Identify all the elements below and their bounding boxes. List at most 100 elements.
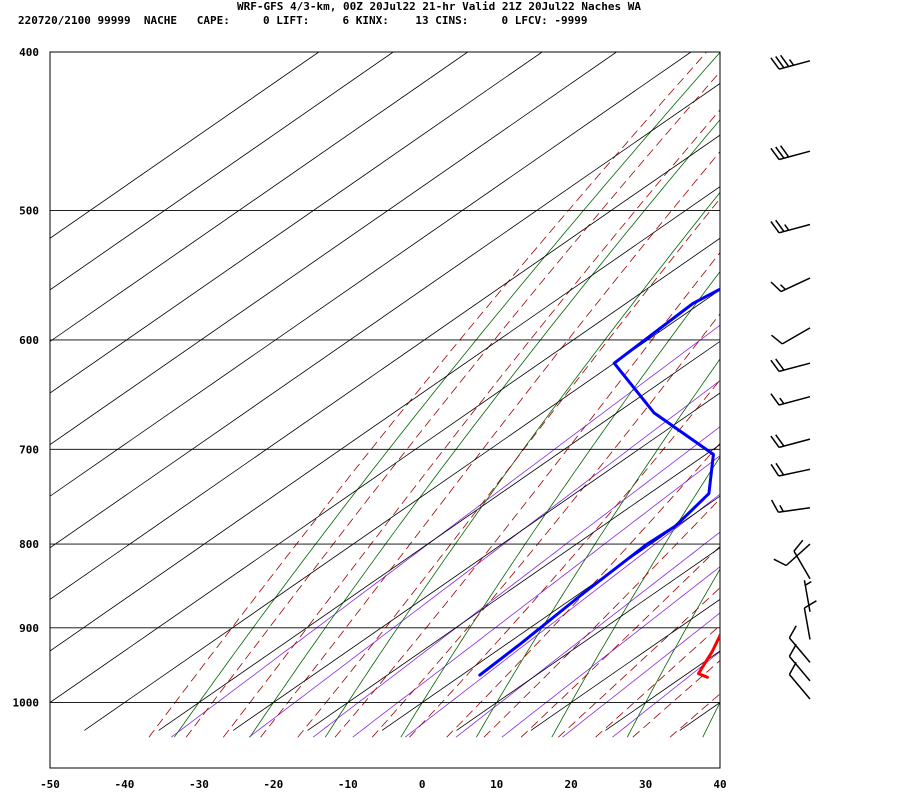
wind-barb (803, 600, 817, 640)
sounding-profile (478, 287, 720, 677)
barb-flag (775, 146, 785, 159)
barb-flag (770, 147, 780, 160)
isotherm (381, 495, 720, 731)
dry-adiabat (626, 568, 720, 738)
x-tick-label: -50 (40, 778, 60, 791)
wind-barb (770, 434, 811, 449)
grid (50, 51, 720, 704)
moist-adiabat (669, 693, 720, 738)
y-tick-label: 500 (19, 204, 39, 217)
x-tick-label: -20 (263, 778, 283, 791)
barb-flag (775, 434, 785, 447)
dry-adiabat (324, 191, 720, 738)
x-tick-label: -40 (114, 778, 134, 791)
x-tick-label: 0 (419, 778, 426, 791)
wind-barb (770, 54, 811, 70)
moist-adiabat (409, 379, 720, 738)
barb-flag (770, 435, 780, 448)
wind-barb (771, 327, 811, 345)
moist-adiabat (483, 498, 720, 738)
barb-shaft (788, 637, 811, 663)
wind-barb (770, 499, 811, 513)
isotherm (50, 52, 617, 446)
dry-adiabat (778, 34, 900, 737)
wind-barb (788, 661, 811, 700)
moist-adiabat (334, 251, 720, 738)
mixing-ratio-line (562, 612, 720, 738)
plot-frame (49, 51, 721, 769)
mixing-ratio-line (455, 531, 720, 738)
mixing-ratio-line (170, 324, 720, 738)
isotherm (50, 237, 720, 704)
wind-barb (770, 462, 811, 477)
wind-barb (773, 543, 811, 567)
dry-adiabat (173, 52, 720, 738)
barb-flag (770, 499, 779, 513)
moist-adiabat (222, 109, 720, 738)
barb-shaft (781, 327, 811, 345)
barb-half-flag (779, 284, 787, 291)
barb-shaft (780, 277, 811, 293)
barb-flag (775, 358, 785, 371)
isotherm (50, 134, 720, 600)
isotherm (50, 52, 543, 394)
x-tick-label: -30 (189, 778, 209, 791)
mixing-ratio-line (248, 380, 720, 738)
barb-shaft (778, 395, 811, 406)
barb-flag (770, 221, 780, 234)
barb-shaft (778, 223, 811, 234)
moist-adiabat (595, 624, 720, 738)
barb-flag (788, 643, 797, 657)
dry-adiabat (854, 34, 900, 737)
isotherm (679, 702, 720, 731)
barb-flag (775, 56, 785, 69)
isotherm (158, 340, 720, 731)
dry-adiabat (249, 119, 720, 738)
barb-flag (770, 281, 782, 293)
sounding-profile (697, 632, 720, 679)
isotherm (50, 186, 720, 652)
barb-shaft (778, 506, 811, 513)
mixing-ratio-line (312, 426, 720, 738)
barb-shaft (788, 674, 811, 700)
wind-barb (793, 539, 811, 580)
wind-barb (788, 643, 811, 682)
moist-adiabat (558, 587, 720, 738)
y-tick-label: 600 (19, 334, 39, 347)
wind-barb (770, 277, 811, 293)
y-tick-label: 400 (19, 46, 39, 59)
y-tick-label: 1000 (13, 697, 40, 710)
x-tick-label: 20 (564, 778, 577, 791)
wind-barbs (770, 54, 817, 700)
barb-flag (804, 600, 817, 609)
isotherm (50, 52, 394, 291)
dry-adiabat (551, 456, 720, 738)
barb-flag (788, 625, 797, 639)
isotherm (530, 598, 720, 731)
barb-shaft (778, 438, 811, 449)
moist-adiabat (520, 545, 720, 738)
barb-half-flag (804, 580, 812, 586)
barb-half-flag (779, 505, 784, 512)
barb-half-flag (784, 224, 790, 231)
barb-flag (779, 145, 790, 158)
isotherm (50, 52, 692, 497)
moist-adiabat (446, 442, 720, 738)
isotherm (456, 547, 720, 731)
x-tick-label: 30 (639, 778, 652, 791)
dry-adiabat (475, 358, 720, 738)
barb-flag (770, 359, 780, 372)
moist-adiabat (371, 313, 720, 738)
isotherm (307, 444, 720, 731)
dry-adiabat (702, 701, 720, 738)
barb-shaft (778, 362, 811, 373)
isotherm (232, 392, 720, 731)
chart-title: WRF-GFS 4/3-km, 00Z 20Jul22 21-hr Valid … (237, 0, 641, 13)
barb-half-flag (788, 59, 795, 66)
barb-flag (770, 393, 780, 406)
barb-flag (775, 462, 785, 476)
mixing-ratio-line (501, 566, 720, 738)
x-tick-label: 10 (490, 778, 503, 791)
wind-barb (803, 580, 812, 612)
